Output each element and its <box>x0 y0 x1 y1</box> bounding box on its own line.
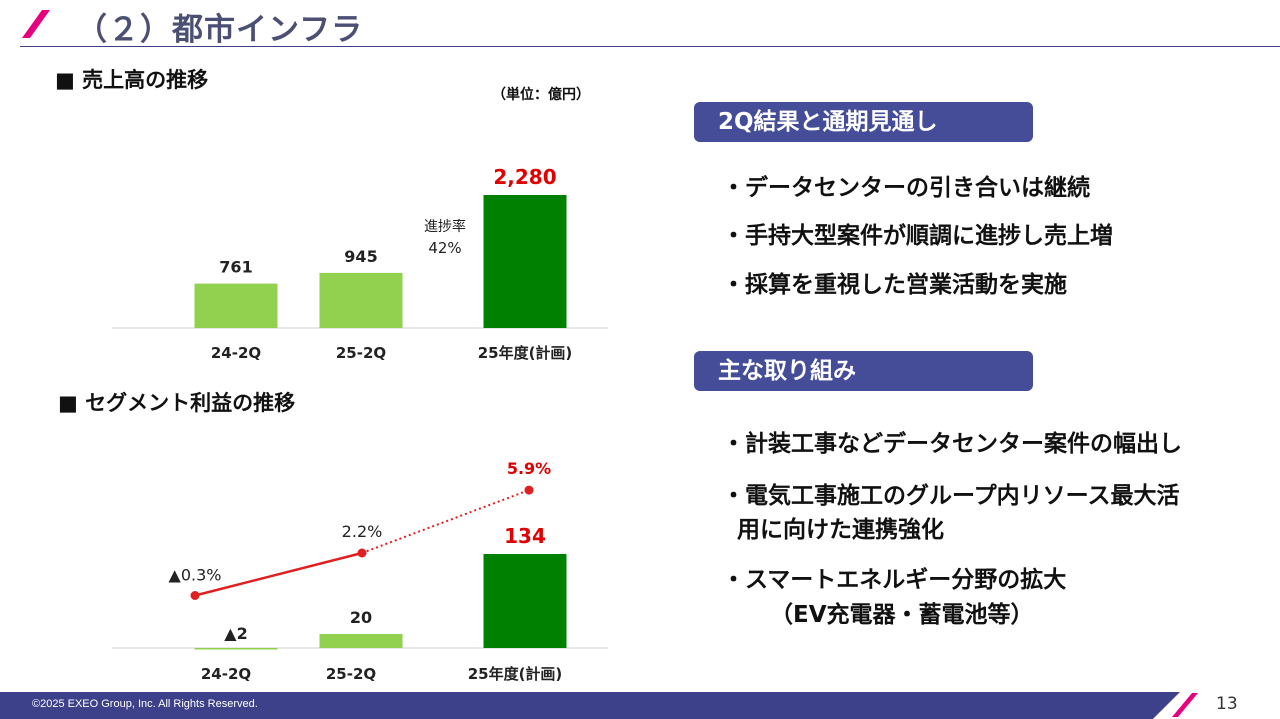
sales-category-label-1: 24-2Q <box>211 344 261 362</box>
initiative-item-3: ・スマートエネルギー分野の拡大 <box>722 567 1067 593</box>
profit-section-title: ■ セグメント利益の推移 <box>58 391 296 415</box>
page-title: （２）都市インフラ <box>76 12 364 48</box>
initiative-item-2: ・電気工事施工のグループ内リソース最大活 <box>722 483 1180 509</box>
initiatives-pill: 主な取り組み <box>694 351 1033 391</box>
profit-bar-2 <box>319 633 403 648</box>
footer-bar <box>0 692 1180 719</box>
margin-point-1 <box>190 591 200 600</box>
profit-category-label-2: 25-2Q <box>326 665 376 683</box>
sales-value-label-2: 945 <box>344 247 377 266</box>
sales-bar-3 <box>483 195 567 328</box>
page-number: 13 <box>1216 694 1238 714</box>
margin-line-segment-1 <box>194 551 363 597</box>
profit-category-label-3: 25年度(計画) <box>468 665 563 683</box>
brand-slash-icon <box>22 10 50 38</box>
profit-bar-3 <box>483 554 567 648</box>
progress-rate-label: 進捗率 <box>424 218 466 235</box>
margin-point-3 <box>524 485 534 495</box>
profit-value-label-1: ▲2 <box>224 624 247 643</box>
margin-value-label-2: 2.2% <box>342 522 383 541</box>
sales-category-label-2: 25-2Q <box>336 344 386 362</box>
progress-rate-value: 42% <box>428 239 461 257</box>
profit-value-label-2: 20 <box>350 608 372 627</box>
footer: ©2025 EXEO Group, Inc. All Rights Reserv… <box>0 692 1280 719</box>
sales-section-title: ■ 売上高の推移 <box>55 68 209 92</box>
initiative-item-3-continued: （EV充電器・蓄電池等） <box>770 602 1034 628</box>
initiative-item-1: ・計装工事などデータセンター案件の幅出し <box>722 431 1182 457</box>
sales-value-label-1: 761 <box>219 258 252 277</box>
sales-value-label-3: 2,280 <box>493 165 556 189</box>
footer-slash-icon <box>1172 693 1198 717</box>
result-bullet-2: ・手持大型案件が順調に進捗し売上増 <box>722 223 1113 249</box>
sales-category-label-3: 25年度(計画) <box>478 344 573 362</box>
margin-value-label-3: 5.9% <box>507 459 551 478</box>
sales-bar-1 <box>194 283 278 328</box>
margin-value-label-1: ▲0.3% <box>169 566 222 585</box>
result-outlook-pill: 2Q結果と通期見通し <box>694 102 1033 142</box>
initiative-item-2-continued: 用に向けた連携強化 <box>737 517 944 543</box>
sales-bar-chart: 761 24-2Q 945 25-2Q 2,280 25年度(計画) 進捗率 42% <box>112 165 608 362</box>
result-bullet-3: ・採算を重視した営業活動を実施 <box>722 272 1067 298</box>
profit-category-label-1: 24-2Q <box>201 665 251 683</box>
margin-point-2 <box>357 548 367 558</box>
profit-value-label-3: 134 <box>504 524 546 548</box>
profit-combo-chart: ▲2 24-2Q 20 25-2Q 134 25年度(計画) ▲0.3% 2.2% 5.9% <box>112 459 608 683</box>
profit-bar-1 <box>194 648 278 650</box>
sales-bar-2 <box>319 272 403 328</box>
header-divider <box>20 46 1280 47</box>
unit-label: （単位：億円） <box>492 87 590 103</box>
result-bullet-1: ・データセンターの引き合いは継続 <box>722 175 1090 201</box>
copyright-text: ©2025 EXEO Group, Inc. All Rights Reserv… <box>32 698 258 710</box>
